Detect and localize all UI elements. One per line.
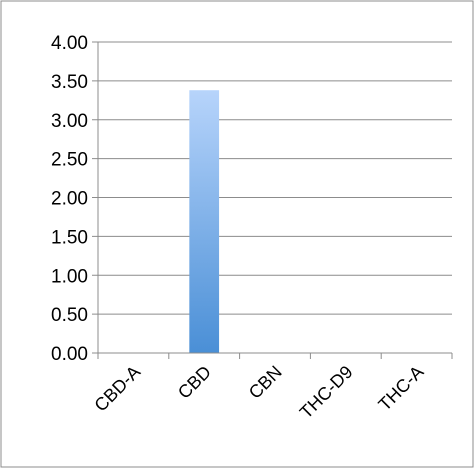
y-tick-label: 1.50 [51, 227, 88, 248]
y-tick-label: 4.00 [51, 33, 88, 54]
bars [189, 90, 220, 353]
y-tick-label: 3.00 [51, 111, 88, 132]
y-tick-label: 0.50 [51, 305, 88, 326]
bar-cbd [189, 90, 220, 353]
axes [92, 41, 453, 359]
y-tick-label: 1.00 [51, 266, 88, 287]
y-tick-label: 2.50 [51, 150, 88, 171]
y-tick-label: 3.50 [51, 72, 88, 93]
gridlines [98, 41, 452, 315]
y-tick-label: 0.00 [51, 344, 88, 365]
y-tick-label: 2.00 [51, 189, 88, 210]
